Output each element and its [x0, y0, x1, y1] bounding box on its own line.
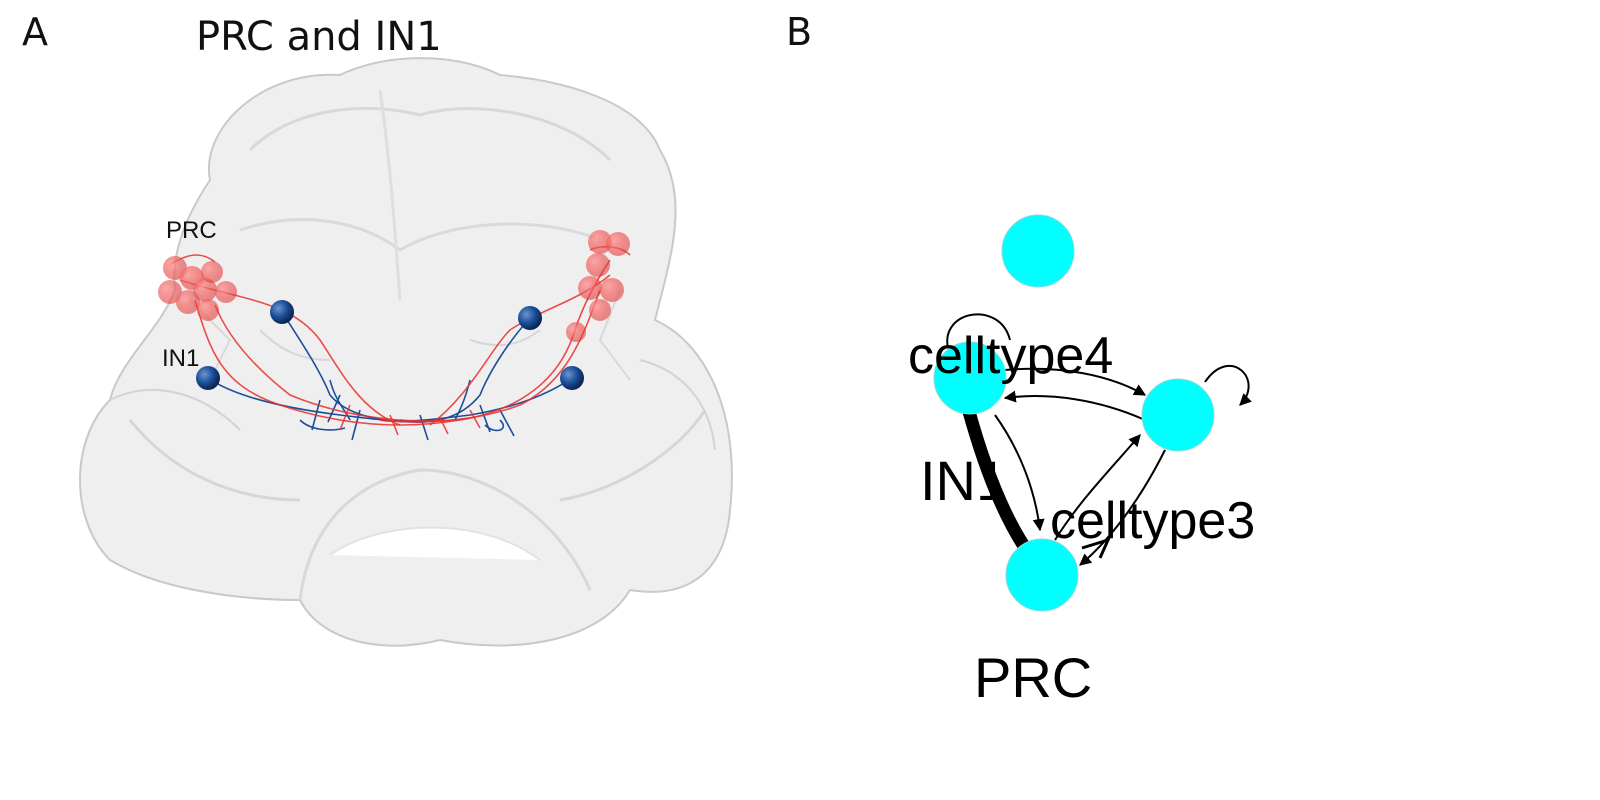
- edge-prc-to-celltype3: [1054, 434, 1141, 541]
- brain-mesh: [79, 57, 733, 647]
- node-label-celltype3: celltype3: [1050, 492, 1255, 550]
- panel-a-letter: A: [22, 10, 48, 54]
- network-nodes: [933, 214, 1215, 612]
- in1-somata: [196, 300, 584, 390]
- edge-celltype4-to-celltype3: [1004, 367, 1147, 396]
- edge-self-loop-celltype4: [946, 313, 1011, 349]
- node-label-prc: PRC: [974, 646, 1092, 709]
- network-edges: [946, 313, 1252, 566]
- node-label-celltype4: celltype4: [908, 327, 1113, 385]
- edge-in1-to-prc: [961, 406, 1036, 559]
- edge-celltype4-to-prc: [994, 414, 1045, 532]
- prc-somata: [158, 230, 630, 342]
- node-prc: [1005, 538, 1079, 612]
- panel-a-title: PRC and IN1: [196, 14, 442, 60]
- edge-self-loop-celltype3: [1204, 364, 1252, 406]
- in1-label: IN1: [162, 345, 199, 372]
- panel-b-letter: B: [786, 10, 813, 54]
- node-celltype3: [1141, 378, 1215, 452]
- node-label-in1: IN1: [920, 449, 1007, 512]
- network-labels: celltype4 celltype3 IN1 PRC: [908, 327, 1255, 709]
- edge-celltype3-to-prc: [1079, 449, 1166, 566]
- node-unlabeled: [1001, 214, 1075, 288]
- prc-label: PRC: [166, 217, 217, 244]
- edge-celltype3-to-celltype4: [1003, 390, 1146, 421]
- edge-prc-arrow-detail: [1081, 537, 1111, 559]
- node-celltype4: [933, 341, 1007, 415]
